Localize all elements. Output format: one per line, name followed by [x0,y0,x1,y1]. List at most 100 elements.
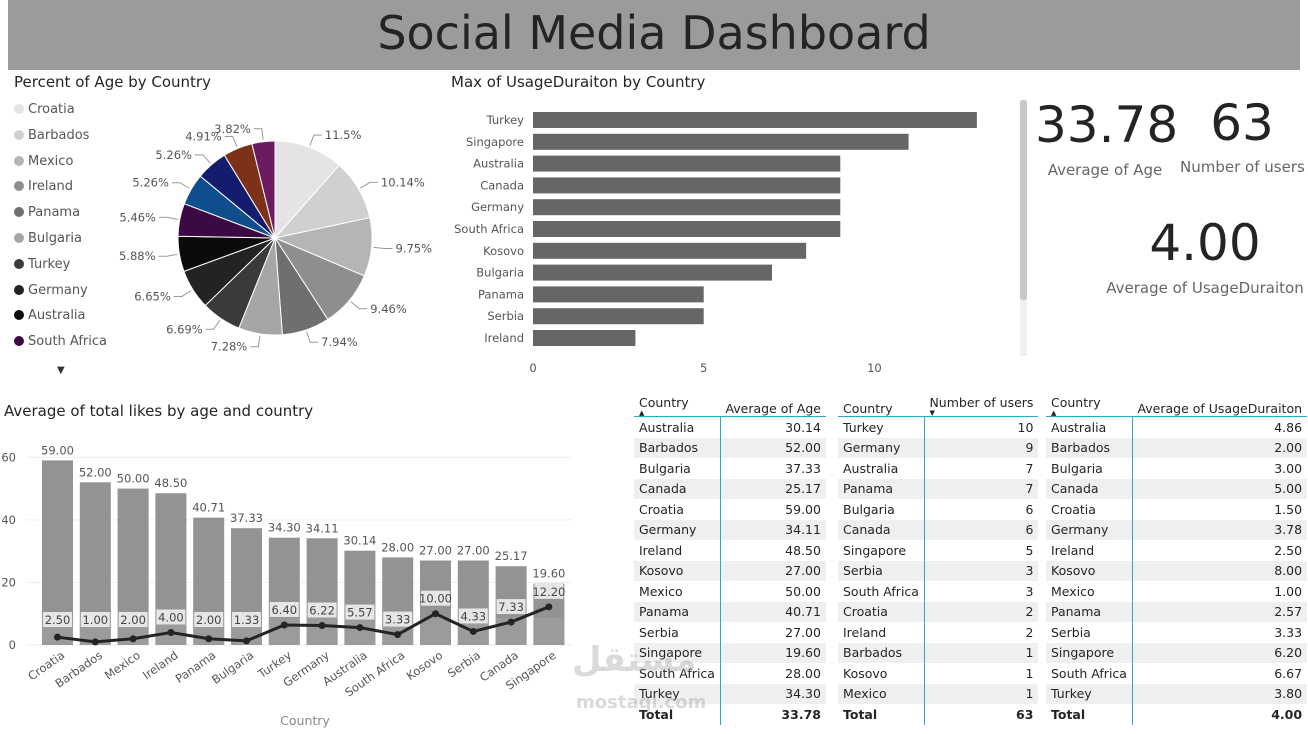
usage-label-background [269,601,299,617]
usage-line-marker[interactable] [167,628,175,636]
table-row[interactable]: Germany 3.78 [1046,519,1308,540]
table-row[interactable]: Serbia 27.00 [634,622,826,643]
usage-line-marker[interactable] [318,622,326,630]
table-row[interactable]: Singapore 19.60 [634,642,826,663]
table-row[interactable]: Turkey 3.80 [1046,683,1308,704]
legend-item[interactable]: Mexico [14,154,73,169]
table-row[interactable]: Barbados 2.00 [1046,437,1308,458]
usage-line-marker[interactable] [205,635,213,643]
table-row[interactable]: Bulgaria 3.00 [1046,458,1307,479]
legend-scroll-down-icon[interactable]: ▼ [57,365,65,376]
usage-bar[interactable] [533,286,704,303]
table-row[interactable]: Australia 7 [838,458,1038,479]
usage-line-marker[interactable] [469,627,477,635]
column-header-number-users[interactable]: Number of users ▼ [924,394,1039,417]
legend-item[interactable]: Turkey [14,257,70,272]
usage-bar[interactable] [533,242,807,259]
usage-line-marker[interactable] [129,635,137,643]
usage-bar[interactable] [533,177,841,194]
table-row[interactable]: Canada 6 [838,519,1039,540]
usage-bar[interactable] [533,221,841,237]
table-row[interactable]: Mexico 50.00 [634,581,826,602]
table-average-usage[interactable]: Country ▲ Average of UsageDuraiton Austra… [1046,394,1308,725]
table-row[interactable]: Canada 5.00 [1046,478,1308,499]
table-row[interactable]: Ireland 2.50 [1046,540,1307,561]
sort-descending-icon[interactable]: ▼ [929,409,935,417]
column-header-average-age[interactable]: Average of Age [720,394,826,417]
table-row[interactable]: Germany 9 [838,437,1039,458]
table-row[interactable]: Bulgaria 37.33 [634,458,826,479]
usage-line-marker[interactable] [54,633,61,641]
table-row[interactable]: Singapore 5 [838,540,1038,561]
legend-item[interactable]: South Africa [14,334,107,349]
usage-line-marker[interactable] [91,638,99,646]
usage-line-marker[interactable] [280,621,288,629]
table-row[interactable]: Barbados 1 [838,642,1039,663]
column-header-average-usage[interactable]: Average of UsageDuraiton [1132,394,1308,417]
table-number-users[interactable]: Country Number of users ▼ Turkey 10 Germany… [838,394,1039,725]
column-header-country[interactable]: Country ▲ [1046,394,1133,417]
table-row[interactable]: Croatia 1.50 [1046,499,1307,520]
pie-slice[interactable] [251,140,276,239]
table-row[interactable]: Mexico 1.00 [1046,581,1307,602]
table-row[interactable]: Mexico 1 [838,683,1039,704]
table-row[interactable]: Panama 7 [838,478,1039,499]
table-average-age[interactable]: Country ▲ Average of Age Australia 30.14 Ba… [634,394,826,725]
usage-line-marker[interactable] [356,624,364,632]
usage-line-marker[interactable] [243,637,250,645]
table-row[interactable]: Kosovo 1 [838,663,1038,684]
column-header-country[interactable]: Country [838,394,925,417]
legend-item[interactable]: Germany [14,283,88,298]
usage-bar[interactable] [533,199,841,216]
table-row[interactable]: Canada 25.17 [634,478,826,499]
table-row[interactable]: Turkey 10 [838,416,1038,438]
usage-bar[interactable] [533,264,772,281]
usage-bar[interactable] [533,112,977,128]
table-row[interactable]: Kosovo 8.00 [1046,560,1308,581]
table-row[interactable]: Bulgaria 6 [838,499,1038,520]
table-row[interactable]: Panama 40.71 [634,601,826,622]
usage-data-label: 6.40 [271,603,297,617]
table-row[interactable]: Panama 2.57 [1046,601,1308,622]
legend-item[interactable]: Croatia [14,102,75,117]
table-row[interactable]: Kosovo 27.00 [634,560,826,581]
usage-line-marker[interactable] [507,618,515,626]
column-header-country[interactable]: Country ▲ [634,394,721,417]
table-row[interactable]: Australia 4.86 [1046,416,1307,438]
usage-line-marker[interactable] [432,610,439,618]
legend-item[interactable]: Panama [14,205,80,220]
usage-line[interactable] [57,605,550,644]
table-row[interactable]: South Africa 28.00 [634,663,826,684]
legend-item[interactable]: Ireland [14,179,73,194]
usage-bar[interactable] [533,330,636,346]
pie-data-label: 6.65% [134,289,171,303]
scrollbar-thumb[interactable] [1020,100,1027,300]
table-row[interactable]: Turkey 34.30 [634,683,826,704]
usage-bar[interactable] [533,308,704,325]
legend-item[interactable]: Australia [14,308,86,323]
table-row[interactable]: Serbia 3.33 [1046,622,1307,643]
table-row[interactable]: Australia 30.14 [634,416,826,438]
table-row[interactable]: Serbia 3 [838,560,1039,581]
table-row[interactable]: South Africa 3 [838,581,1038,602]
bar-chart-scrollbar[interactable] [1020,100,1027,356]
usage-line-marker[interactable] [545,603,553,611]
table-row[interactable]: Barbados 52.00 [634,437,826,458]
usage-bar[interactable] [533,133,909,150]
table-row[interactable]: Croatia 59.00 [634,499,826,520]
usage-line-marker[interactable] [394,631,402,639]
table-row[interactable]: South Africa 6.67 [1046,663,1307,684]
table-row[interactable]: Singapore 6.20 [1046,642,1308,663]
pie-slice[interactable] [274,140,340,240]
legend-item[interactable]: Barbados [14,128,89,143]
bar-category-label: Serbia [487,309,524,323]
sort-ascending-icon[interactable]: ▲ [1051,409,1057,417]
usage-bar[interactable] [533,155,841,172]
table-row[interactable]: Ireland 48.50 [634,540,826,561]
x-tick-label: 10 [867,361,882,375]
table-row[interactable]: Croatia 2 [838,601,1039,622]
table-row[interactable]: Ireland 2 [838,622,1038,643]
sort-ascending-icon[interactable]: ▲ [639,409,645,417]
legend-item[interactable]: Bulgaria [14,231,82,246]
table-row[interactable]: Germany 34.11 [634,519,826,540]
